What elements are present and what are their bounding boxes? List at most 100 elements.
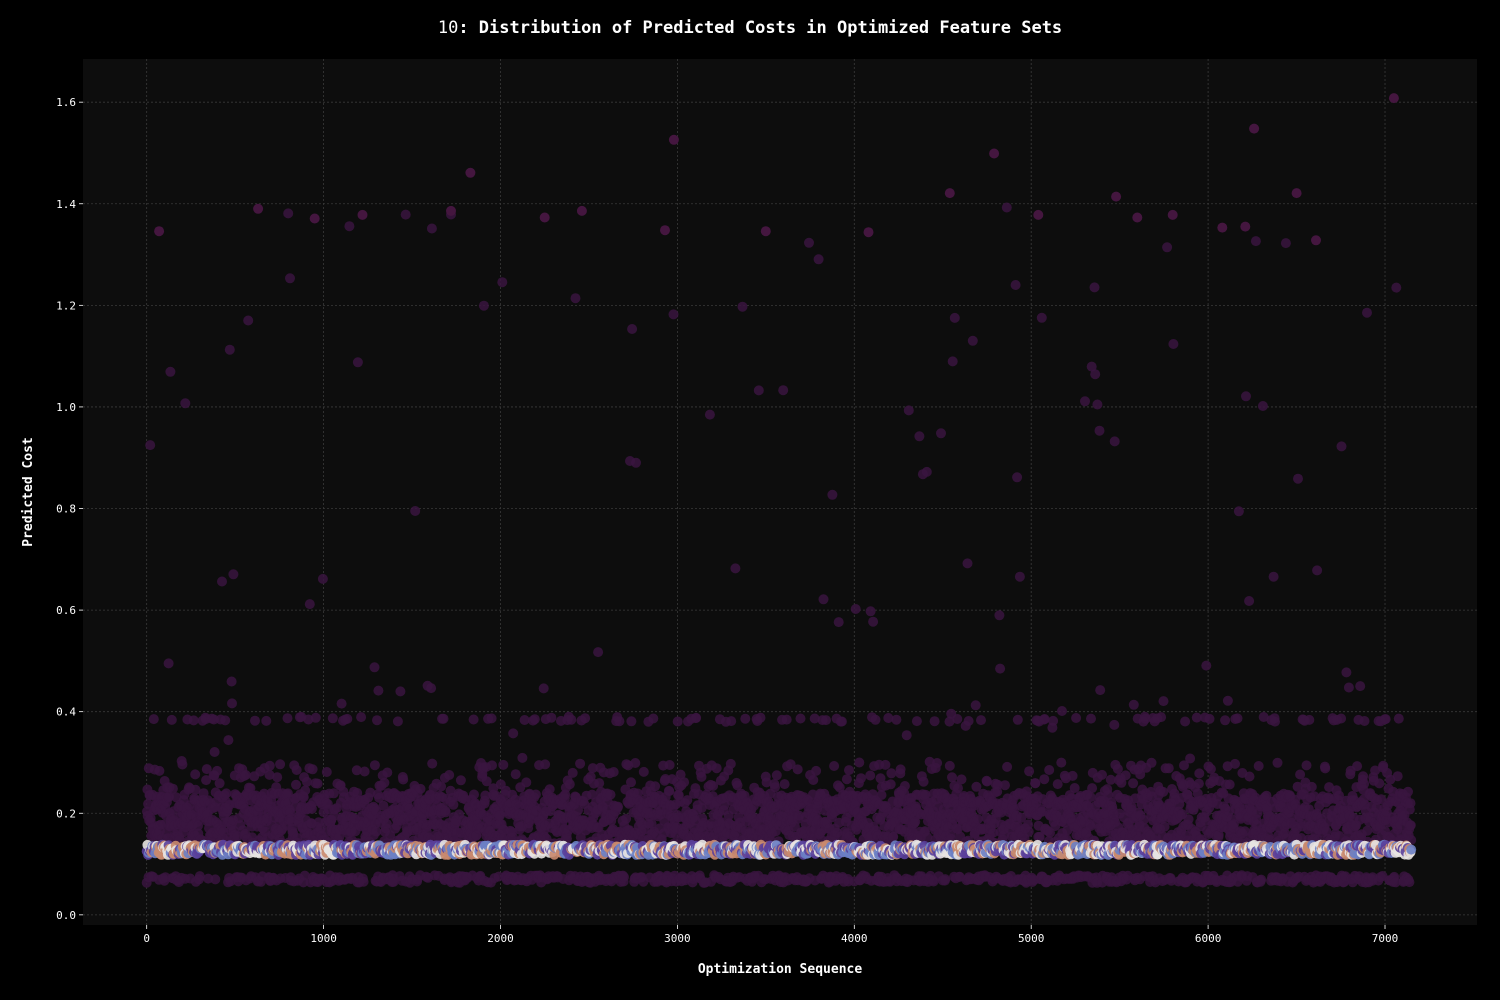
data-point <box>1304 714 1315 725</box>
data-point <box>1362 307 1372 318</box>
chart-title: 10: Distribution of Predicted Costs in O… <box>0 18 1500 38</box>
data-point <box>212 765 223 776</box>
data-point <box>593 647 604 658</box>
data-point <box>481 776 492 787</box>
data-point <box>1312 565 1323 576</box>
chart-title-text: : Distribution of Predicted Costs in Opt… <box>458 18 1063 38</box>
data-point <box>310 712 321 723</box>
data-point <box>190 769 201 780</box>
data-point <box>540 759 551 770</box>
data-point <box>696 771 707 782</box>
scatter-points <box>141 93 1417 888</box>
data-point <box>201 775 212 786</box>
data-point <box>448 799 459 810</box>
data-point <box>1272 757 1283 768</box>
data-point <box>765 810 776 821</box>
data-point <box>850 604 861 614</box>
data-point <box>369 760 380 771</box>
data-point <box>1193 778 1204 789</box>
data-point <box>194 871 205 882</box>
data-point <box>1405 798 1416 809</box>
data-point <box>214 778 225 789</box>
data-point <box>870 714 881 725</box>
data-point <box>1336 441 1347 452</box>
data-point <box>546 712 557 723</box>
data-point <box>538 683 549 694</box>
data-point <box>1128 778 1139 789</box>
data-point <box>427 758 438 769</box>
data-point <box>567 767 578 778</box>
data-point <box>1343 682 1354 693</box>
data-point <box>1039 714 1050 724</box>
data-point <box>1362 825 1373 836</box>
data-point <box>627 324 638 334</box>
data-point <box>188 715 199 726</box>
data-point <box>299 870 310 881</box>
data-point <box>517 752 528 763</box>
data-point <box>725 758 736 769</box>
data-point <box>994 610 1005 621</box>
data-point <box>976 715 986 726</box>
data-point <box>395 686 406 697</box>
data-point <box>865 770 876 781</box>
data-point <box>498 759 509 770</box>
data-point <box>1163 763 1174 774</box>
data-point <box>455 775 466 786</box>
data-point <box>626 716 637 727</box>
data-point <box>1048 715 1059 726</box>
data-point <box>580 713 591 724</box>
data-point <box>570 293 581 304</box>
data-point <box>944 760 955 771</box>
data-point <box>821 715 831 726</box>
data-point <box>510 769 521 780</box>
data-point <box>1270 716 1280 727</box>
data-point <box>1012 472 1023 483</box>
data-point <box>285 273 295 284</box>
data-point <box>1256 874 1267 885</box>
data-point <box>829 761 840 771</box>
data-point <box>792 764 803 775</box>
data-point <box>487 760 497 771</box>
data-point <box>275 759 286 770</box>
data-point <box>352 788 363 798</box>
data-point <box>638 766 649 777</box>
data-point <box>1128 699 1139 710</box>
data-point <box>1405 820 1416 831</box>
data-point <box>1244 596 1255 606</box>
data-point <box>621 813 632 824</box>
data-point <box>587 789 598 800</box>
data-point <box>880 759 891 770</box>
data-point <box>818 594 829 605</box>
data-point <box>1158 786 1169 797</box>
data-point <box>631 457 641 468</box>
data-point <box>486 713 497 724</box>
data-point <box>947 356 958 367</box>
data-point <box>1112 764 1123 774</box>
data-point <box>691 712 702 723</box>
data-point <box>1086 713 1096 724</box>
data-point <box>282 788 293 799</box>
data-point <box>356 712 367 723</box>
data-point <box>342 713 353 724</box>
data-point <box>1000 780 1010 791</box>
data-point <box>886 768 897 779</box>
data-point <box>1374 778 1385 789</box>
data-point <box>1162 242 1173 253</box>
data-point <box>1010 280 1021 290</box>
data-point <box>1030 778 1041 789</box>
data-point <box>708 780 719 791</box>
data-point <box>672 716 683 727</box>
data-point <box>1404 877 1415 888</box>
data-point <box>947 772 957 783</box>
data-point <box>732 780 743 791</box>
data-point <box>929 716 940 727</box>
data-point <box>664 786 675 797</box>
data-point <box>1393 713 1404 724</box>
data-point <box>1233 506 1244 517</box>
data-point <box>813 254 824 265</box>
data-point <box>804 237 814 248</box>
data-point <box>327 713 338 724</box>
data-point <box>1352 761 1363 772</box>
data-point <box>1052 779 1063 790</box>
